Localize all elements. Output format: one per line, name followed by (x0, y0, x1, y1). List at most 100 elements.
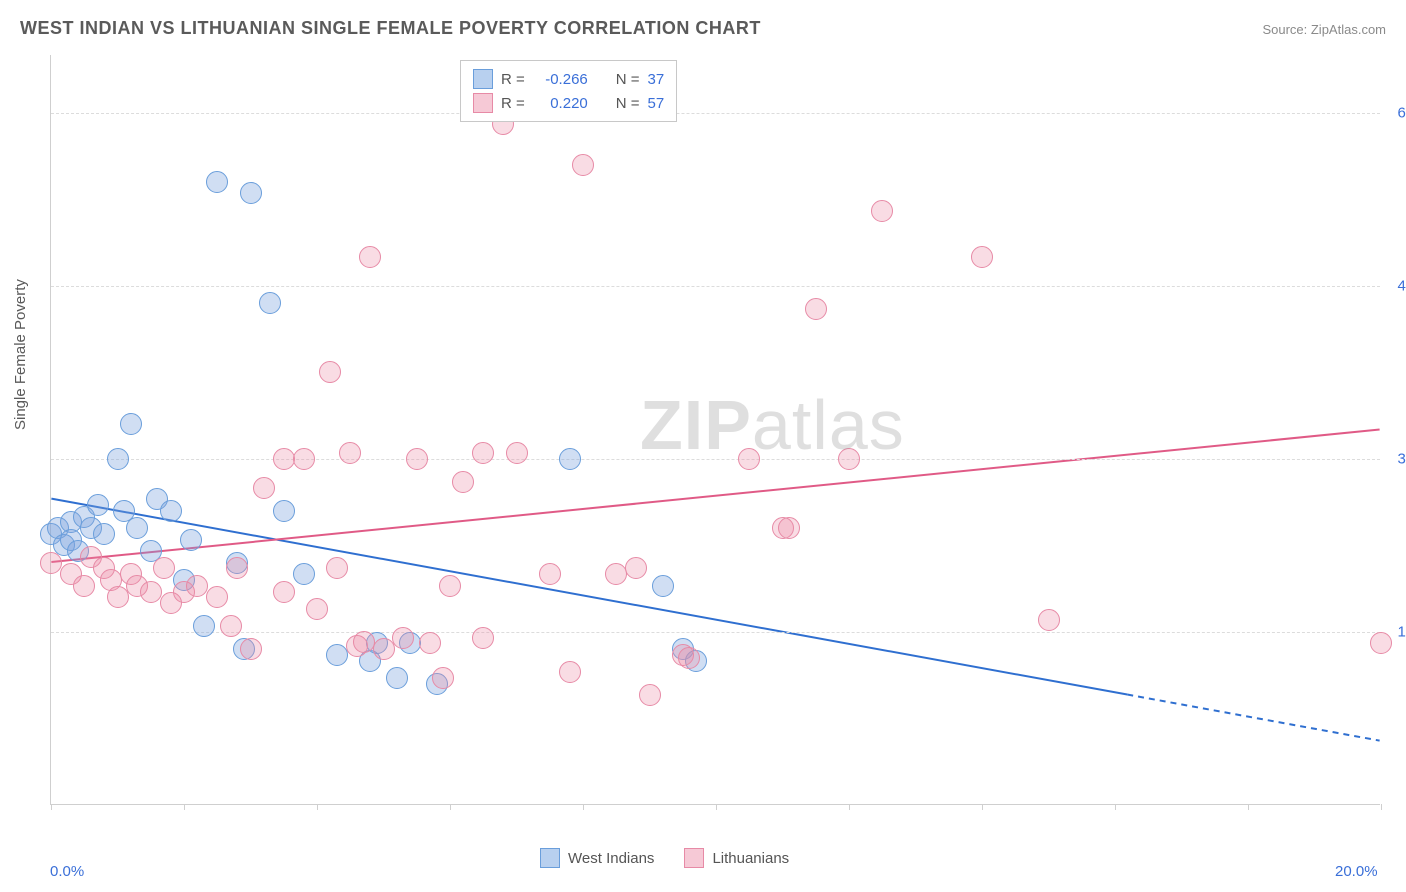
x-tick (982, 804, 983, 810)
scatter-point (339, 442, 361, 464)
scatter-point (559, 448, 581, 470)
trend-line (51, 430, 1379, 563)
scatter-point (240, 638, 262, 660)
scatter-point (126, 517, 148, 539)
scatter-point (506, 442, 528, 464)
scatter-point (778, 517, 800, 539)
swatch-series2 (473, 93, 493, 113)
scatter-point (392, 627, 414, 649)
x-tick-label-max: 20.0% (1335, 863, 1378, 880)
x-tick (716, 804, 717, 810)
scatter-point (539, 563, 561, 585)
scatter-point (419, 632, 441, 654)
scatter-point (73, 575, 95, 597)
swatch-series1 (473, 69, 493, 89)
n-label: N = (616, 71, 640, 88)
y-tick-label: 45.0% (1385, 277, 1406, 294)
x-tick (184, 804, 185, 810)
source-label: Source: ZipAtlas.com (1262, 22, 1386, 37)
series1-label: West Indians (568, 850, 654, 867)
scatter-point (259, 292, 281, 314)
scatter-point (319, 361, 341, 383)
grid-line (51, 113, 1380, 114)
r-value-series2: 0.220 (533, 95, 588, 112)
scatter-point (386, 667, 408, 689)
scatter-point (452, 471, 474, 493)
x-tick (51, 804, 52, 810)
scatter-point (206, 586, 228, 608)
scatter-point (678, 647, 700, 669)
r-label: R = (501, 95, 525, 112)
scatter-point (87, 494, 109, 516)
grid-line (51, 286, 1380, 287)
legend-item-series2: Lithuanians (684, 848, 789, 868)
scatter-point (625, 557, 647, 579)
scatter-point (193, 615, 215, 637)
scatter-point (253, 477, 275, 499)
scatter-point (472, 627, 494, 649)
x-tick-label-min: 0.0% (50, 863, 84, 880)
n-value-series1: 37 (648, 71, 665, 88)
y-tick-label: 60.0% (1385, 104, 1406, 121)
scatter-point (1370, 632, 1392, 654)
scatter-point (652, 575, 674, 597)
swatch-series1-bottom (540, 848, 560, 868)
scatter-point (373, 638, 395, 660)
y-axis-label: Single Female Poverty (12, 279, 29, 430)
scatter-point (971, 246, 993, 268)
scatter-point (572, 154, 594, 176)
scatter-point (406, 448, 428, 470)
scatter-point (838, 448, 860, 470)
x-tick (1248, 804, 1249, 810)
scatter-point (439, 575, 461, 597)
legend-row-series2: R = 0.220 N = 57 (473, 91, 664, 115)
plot-area: 15.0%30.0%45.0%60.0% (50, 55, 1380, 805)
scatter-point (273, 448, 295, 470)
scatter-point (186, 575, 208, 597)
scatter-point (273, 500, 295, 522)
grid-line (51, 459, 1380, 460)
n-value-series2: 57 (648, 95, 665, 112)
scatter-point (559, 661, 581, 683)
trend-lines-svg (51, 55, 1380, 804)
x-tick (450, 804, 451, 810)
scatter-point (639, 684, 661, 706)
r-label: R = (501, 71, 525, 88)
scatter-point (871, 200, 893, 222)
scatter-point (107, 448, 129, 470)
scatter-point (326, 644, 348, 666)
scatter-point (605, 563, 627, 585)
x-tick (849, 804, 850, 810)
scatter-point (40, 552, 62, 574)
y-tick-label: 30.0% (1385, 450, 1406, 467)
r-value-series1: -0.266 (533, 71, 588, 88)
scatter-point (160, 500, 182, 522)
scatter-point (107, 586, 129, 608)
scatter-point (220, 615, 242, 637)
scatter-point (273, 581, 295, 603)
trend-line-extrapolated (1127, 695, 1379, 741)
scatter-point (353, 631, 375, 653)
x-tick (1115, 804, 1116, 810)
scatter-point (240, 182, 262, 204)
legend-correlation: R = -0.266 N = 37 R = 0.220 N = 57 (460, 60, 677, 122)
scatter-point (805, 298, 827, 320)
legend-item-series1: West Indians (540, 848, 654, 868)
scatter-point (359, 246, 381, 268)
x-tick (1381, 804, 1382, 810)
scatter-point (432, 667, 454, 689)
swatch-series2-bottom (684, 848, 704, 868)
scatter-point (293, 448, 315, 470)
legend-series: West Indians Lithuanians (540, 848, 789, 868)
series2-label: Lithuanians (712, 850, 789, 867)
grid-line (51, 632, 1380, 633)
scatter-point (472, 442, 494, 464)
scatter-point (93, 523, 115, 545)
scatter-point (1038, 609, 1060, 631)
scatter-point (738, 448, 760, 470)
scatter-point (326, 557, 348, 579)
scatter-point (306, 598, 328, 620)
n-label: N = (616, 95, 640, 112)
scatter-point (180, 529, 202, 551)
x-tick (317, 804, 318, 810)
